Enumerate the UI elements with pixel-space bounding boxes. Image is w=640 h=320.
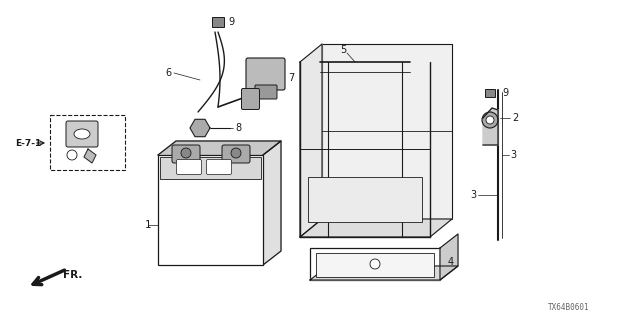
Text: 1: 1 — [145, 220, 152, 230]
FancyBboxPatch shape — [172, 145, 200, 163]
Polygon shape — [300, 44, 322, 237]
Text: 4: 4 — [448, 257, 454, 267]
Text: 6: 6 — [165, 68, 171, 78]
Circle shape — [214, 19, 221, 26]
Bar — [158, 155, 263, 265]
Ellipse shape — [74, 129, 90, 139]
Polygon shape — [190, 119, 210, 137]
Text: FR.: FR. — [63, 270, 83, 280]
Circle shape — [482, 112, 498, 128]
Text: 3: 3 — [470, 190, 476, 200]
Polygon shape — [440, 234, 458, 280]
Bar — [212, 17, 224, 27]
Text: 5: 5 — [340, 45, 346, 55]
Circle shape — [231, 148, 241, 158]
Circle shape — [67, 150, 77, 160]
Bar — [316, 253, 434, 277]
Bar — [50, 115, 125, 170]
Text: 9: 9 — [228, 17, 234, 27]
Bar — [485, 89, 495, 97]
Circle shape — [487, 90, 493, 96]
Polygon shape — [300, 219, 452, 237]
Polygon shape — [263, 141, 281, 265]
Text: E-7-1: E-7-1 — [15, 139, 41, 148]
Bar — [160, 157, 261, 179]
Text: 7: 7 — [288, 73, 294, 83]
FancyBboxPatch shape — [207, 159, 232, 174]
FancyBboxPatch shape — [177, 159, 202, 174]
Text: 9: 9 — [502, 88, 508, 98]
Text: 2: 2 — [512, 113, 518, 123]
Text: TX64B0601: TX64B0601 — [548, 303, 590, 312]
Polygon shape — [310, 266, 458, 280]
Text: 3: 3 — [510, 150, 516, 160]
Text: 8: 8 — [235, 123, 241, 133]
Bar — [310, 248, 440, 280]
Polygon shape — [483, 108, 498, 145]
Polygon shape — [322, 44, 452, 219]
Polygon shape — [84, 149, 96, 163]
FancyBboxPatch shape — [246, 58, 285, 90]
Polygon shape — [158, 141, 281, 155]
Circle shape — [486, 116, 494, 124]
Circle shape — [370, 259, 380, 269]
Bar — [308, 177, 422, 222]
Circle shape — [181, 148, 191, 158]
Circle shape — [195, 123, 205, 133]
FancyBboxPatch shape — [222, 145, 250, 163]
FancyBboxPatch shape — [66, 121, 98, 147]
FancyBboxPatch shape — [241, 89, 259, 109]
FancyBboxPatch shape — [255, 85, 277, 99]
